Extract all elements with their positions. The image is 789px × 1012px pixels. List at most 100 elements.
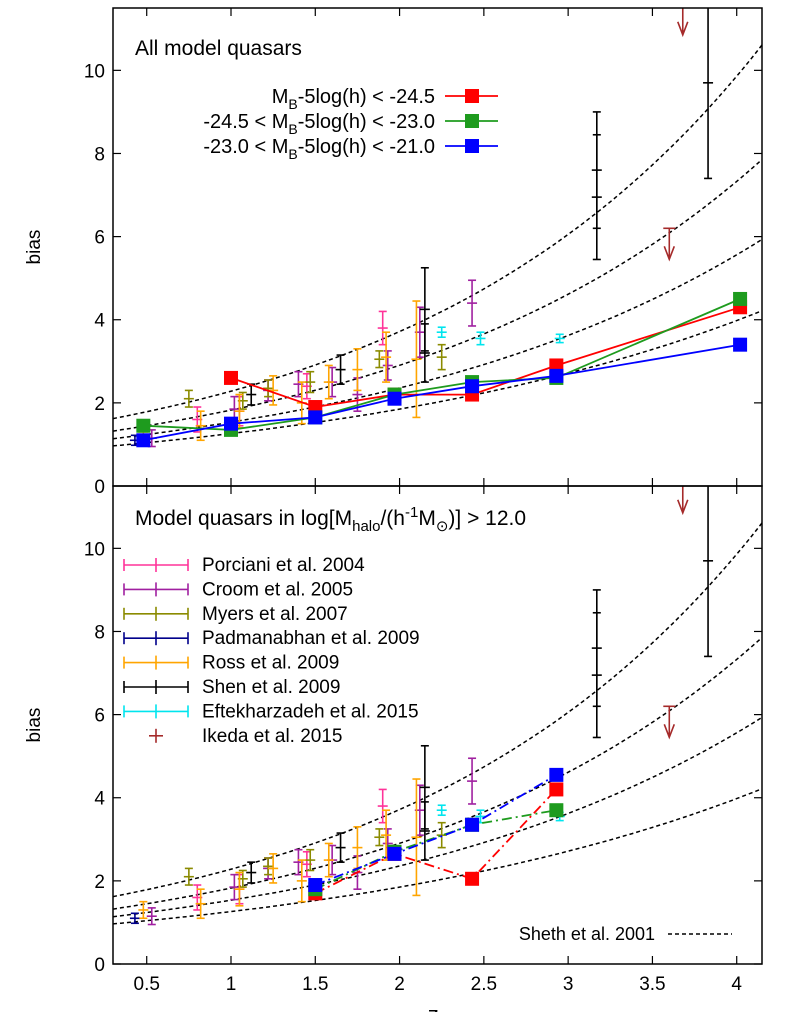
sheth-curve-2 <box>113 158 762 432</box>
obs-2-point-4 <box>374 350 385 369</box>
obs-5-point-5 <box>591 611 602 739</box>
panel-2-title: Model quasars in log[Mhalo/(h-1M⊙)] > 12… <box>135 504 526 535</box>
obs-legend-label-4: Padmanabhan et al. 2009 <box>202 628 420 649</box>
obs-4-point-5 <box>323 364 334 400</box>
series-2-marker-5 <box>549 368 564 383</box>
sheth-curve-1 <box>113 44 762 420</box>
series-2-marker-2 <box>308 410 323 425</box>
ytick-label: 2 <box>94 394 105 415</box>
series-line-1 <box>314 809 557 891</box>
obs-legend-label-8: Ikeda et al. 2015 <box>202 726 343 747</box>
series-1-marker-6 <box>733 291 748 306</box>
obs-4-point-0 <box>138 900 149 920</box>
obs-4-point-7 <box>381 331 392 383</box>
obs-4-point-1 <box>195 410 206 442</box>
obs-2-point-5 <box>436 821 447 849</box>
xtick-label: 0.5 <box>134 974 160 995</box>
obs-legend-label-7: Eftekharzadeh et al. 2015 <box>202 701 419 722</box>
obs-5-point-0 <box>246 383 257 406</box>
obs-6-point-2 <box>554 333 565 344</box>
obs-2-point-5 <box>436 343 447 371</box>
theory-curves-panel-2 <box>113 522 762 925</box>
obs-6-point-1 <box>475 331 486 346</box>
obs-5-point-1 <box>335 354 346 385</box>
series-2-marker-1 <box>224 416 238 431</box>
obs-legend-label-2: Croom et al. 2005 <box>202 579 353 600</box>
ytick-label: 0 <box>94 955 105 976</box>
obs-5-point-1 <box>335 832 346 863</box>
obs-4-point-4 <box>296 859 307 903</box>
series-0-marker-2 <box>465 871 480 886</box>
obs-5-point-6 <box>703 486 714 658</box>
panel-1-title: All model quasars <box>135 37 302 60</box>
series-2-marker-3 <box>549 767 564 782</box>
upper-limit-0 <box>663 227 676 262</box>
obs-legend-entry-2 <box>123 582 189 597</box>
obs-5-point-5 <box>591 133 602 261</box>
sheth-curve-3 <box>113 238 762 440</box>
theory-legend-label: Sheth et al. 2001 <box>519 924 655 944</box>
xtick-label: 1 <box>226 974 237 995</box>
ytick-label: 8 <box>94 622 105 643</box>
obs-4-point-6 <box>352 348 363 392</box>
series-2-marker-0 <box>308 878 323 893</box>
series-2-marker-3 <box>387 391 402 406</box>
obs-2-point-4 <box>374 828 385 847</box>
obs-2-point-3 <box>305 848 316 872</box>
obs-5-point-6 <box>703 8 714 180</box>
obs-legend-entry-8 <box>149 728 163 743</box>
upper-limit-1 <box>677 486 689 516</box>
series-2-marker-2 <box>465 817 480 832</box>
series-2-marker-0 <box>136 433 151 448</box>
series-0-marker-3 <box>549 782 564 797</box>
theory-curves-panel-1 <box>113 44 762 447</box>
obs-legend-entry-6 <box>123 680 189 694</box>
obs-legend-entry-4 <box>123 631 189 646</box>
legend-entry-1: MB-5log(h) < -24.5 <box>272 86 435 112</box>
obs-5-point-0 <box>246 861 257 884</box>
obs-legend-label-1: Porciani et al. 2004 <box>202 555 365 576</box>
sheth-curve-3 <box>113 716 762 918</box>
obs-2-point-3 <box>305 370 316 394</box>
obs-6-point-0 <box>436 326 447 338</box>
obs-4-point-5 <box>323 842 334 878</box>
series-2-marker-4 <box>465 379 480 394</box>
obs-2-point-2 <box>263 857 274 876</box>
obs-legend-entry-1 <box>123 558 189 572</box>
ytick-label: 6 <box>94 706 105 727</box>
obs-legend-label-6: Shen et al. 2009 <box>202 677 340 698</box>
xtick-label: 2 <box>394 974 405 995</box>
upper-limit-0 <box>663 705 676 740</box>
sheth-curve-4 <box>113 788 762 925</box>
series-1-marker-3 <box>549 803 564 818</box>
legend-marker-3 <box>465 139 479 153</box>
ytick-label: 10 <box>84 539 105 560</box>
xtick-label: 3.5 <box>639 974 665 995</box>
obs-6-point-0 <box>436 804 447 816</box>
obs-legend-label-5: Ross et al. 2009 <box>202 653 339 674</box>
legend-entry-2: -24.5 < MB-5log(h) < -23.0 <box>203 111 435 137</box>
series-line-0 <box>230 306 741 408</box>
obs-1-point-8 <box>467 757 478 805</box>
obs-1-point-0 <box>146 907 157 926</box>
obs-1-point-1 <box>229 873 240 901</box>
xtick-label: 1.5 <box>302 974 328 995</box>
obs-2-point-2 <box>263 379 274 398</box>
series-line-0 <box>314 788 557 895</box>
obs-legend-entry-7 <box>123 704 189 719</box>
obs-4-point-3 <box>268 853 279 884</box>
sheth-curve-2 <box>113 636 762 910</box>
obs-1-point-6 <box>382 350 393 381</box>
obs-legend-entry-5 <box>123 655 189 670</box>
series-0-marker-0 <box>224 370 238 385</box>
obs-legend-label-3: Myers et al. 2007 <box>202 604 348 625</box>
ytick-label: 4 <box>94 789 105 810</box>
obs-4-point-8 <box>411 778 422 897</box>
x-axis-label: z <box>428 1002 439 1012</box>
series-1-marker-0 <box>136 418 151 433</box>
obs-4-point-1 <box>195 888 206 920</box>
obs-5-point-3 <box>419 323 430 383</box>
ytick-zero-shared: 0 <box>94 477 105 498</box>
obs-4-point-2 <box>234 871 245 907</box>
